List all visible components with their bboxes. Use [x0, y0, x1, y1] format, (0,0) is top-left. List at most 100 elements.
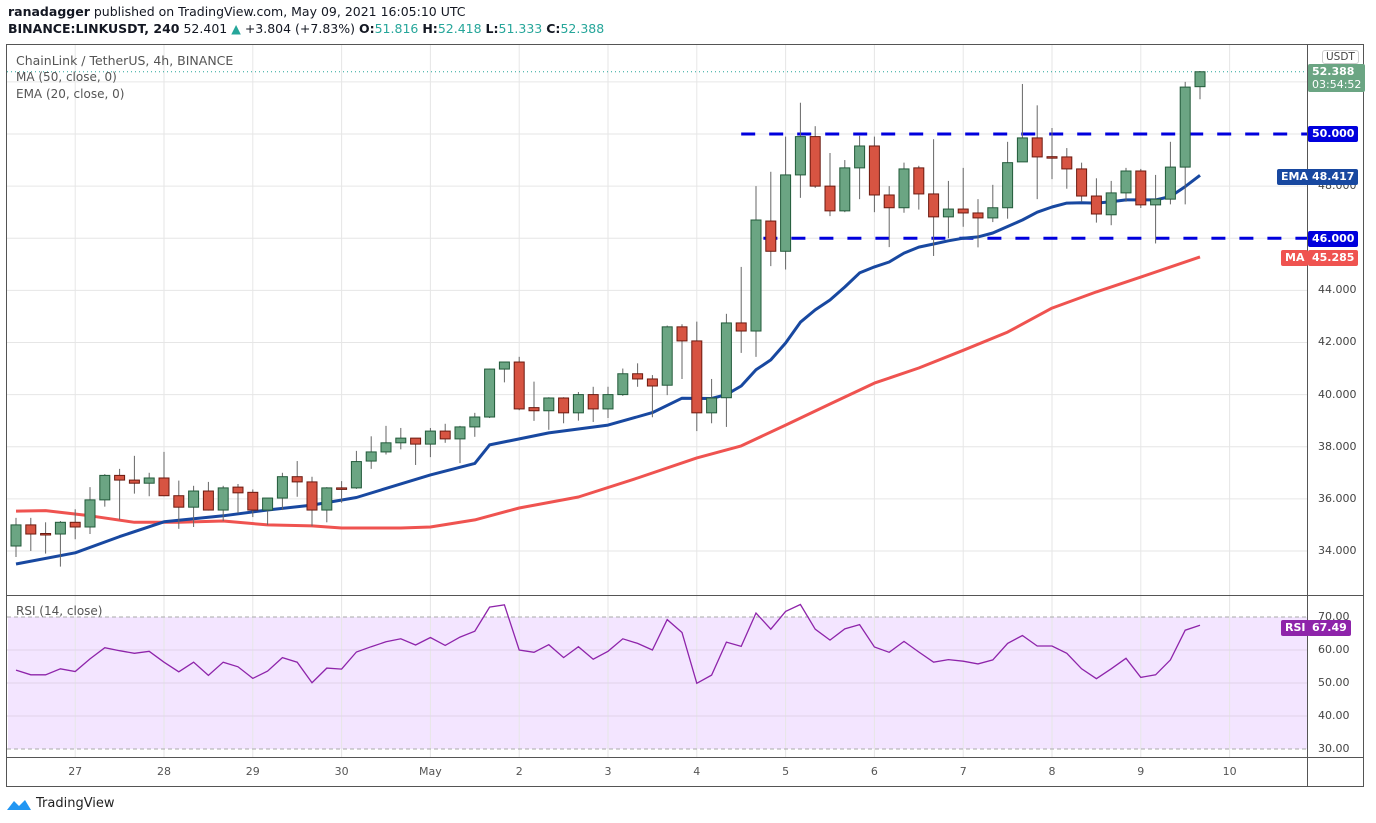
up-arrow-icon: ▲ [231, 21, 241, 36]
candle-down[interactable] [291, 476, 303, 483]
candle-up[interactable] [839, 167, 851, 212]
candle-down[interactable] [158, 477, 170, 497]
ma-legend[interactable]: MA (50, close, 0) [16, 70, 117, 84]
rsi-tick-label: 60.00 [1318, 643, 1350, 656]
candle-down[interactable] [735, 322, 747, 332]
candle-down[interactable] [957, 208, 969, 214]
price-tick-label: 40.000 [1318, 387, 1357, 401]
candle-up[interactable] [543, 397, 555, 412]
candle-down[interactable] [587, 394, 599, 410]
candle-up[interactable] [617, 373, 629, 396]
candle-down[interactable] [928, 193, 940, 218]
candle-down[interactable] [1031, 137, 1043, 158]
candle-up[interactable] [1105, 192, 1117, 216]
candle-down[interactable] [439, 430, 451, 440]
price-change: +3.804 (+7.83%) [244, 21, 355, 36]
candle-down[interactable] [69, 521, 81, 528]
candle-down[interactable] [513, 361, 525, 410]
candle-up[interactable] [794, 136, 806, 176]
candle-down[interactable] [558, 397, 570, 414]
candle-up[interactable] [276, 476, 288, 499]
candle-up[interactable] [498, 361, 510, 370]
candle-up[interactable] [365, 451, 377, 462]
publish-text: published on TradingView.com, May 09, 20… [93, 4, 466, 19]
candle-down[interactable] [646, 378, 658, 387]
candle-down[interactable] [202, 490, 214, 511]
tradingview-logo[interactable]: TradingView [6, 796, 115, 811]
candle-up[interactable] [262, 497, 274, 511]
time-tick-label: 10 [1222, 765, 1237, 778]
candle-down[interactable] [247, 491, 259, 511]
candle-down[interactable] [883, 194, 895, 209]
candle-up[interactable] [854, 145, 866, 169]
candle-up[interactable] [395, 437, 407, 444]
candle-up[interactable] [1150, 198, 1162, 206]
candle-down[interactable] [1046, 156, 1058, 159]
candle-down[interactable] [410, 437, 422, 445]
candle-up[interactable] [942, 208, 954, 218]
candle-up[interactable] [454, 426, 466, 440]
candle-down[interactable] [824, 185, 836, 212]
ema-value-badge: 48.417 [1308, 169, 1359, 185]
ema-legend[interactable]: EMA (20, close, 0) [16, 87, 125, 101]
ema20-line[interactable] [15, 174, 1201, 566]
candle-up[interactable] [84, 499, 96, 528]
candle-down[interactable] [25, 524, 37, 535]
ma-value-badge: 45.285 [1308, 250, 1359, 266]
candle-down[interactable] [765, 220, 777, 252]
candle-up[interactable] [143, 477, 155, 484]
candle-up[interactable] [1194, 71, 1206, 88]
candle-up[interactable] [1179, 86, 1191, 168]
candle-up[interactable] [1120, 170, 1132, 194]
rsi-legend[interactable]: RSI (14, close) [16, 604, 103, 618]
candle-up[interactable] [780, 174, 792, 252]
candle-down[interactable] [809, 136, 821, 187]
candle-up[interactable] [706, 397, 718, 414]
rsi-line[interactable] [15, 603, 1201, 685]
candle-up[interactable] [217, 487, 229, 511]
candle-down[interactable] [1135, 170, 1147, 206]
candle-down[interactable] [676, 326, 688, 342]
candle-up[interactable] [1016, 137, 1028, 163]
candle-down[interactable] [336, 487, 348, 490]
time-tick-label: 8 [1048, 765, 1056, 778]
candle-up[interactable] [750, 219, 762, 332]
currency-label[interactable]: USDT [1322, 50, 1359, 64]
candle-down[interactable] [868, 145, 880, 196]
candle-up[interactable] [350, 461, 362, 489]
candle-up[interactable] [99, 474, 111, 501]
candle-down[interactable] [128, 479, 140, 484]
candle-up[interactable] [188, 490, 200, 508]
candle-down[interactable] [1090, 195, 1102, 215]
candle-down[interactable] [1076, 168, 1088, 197]
candle-down[interactable] [40, 532, 52, 536]
candle-up[interactable] [54, 521, 66, 535]
candle-up[interactable] [720, 322, 732, 399]
candle-up[interactable] [1002, 162, 1014, 209]
candle-down[interactable] [173, 495, 185, 508]
candle-down[interactable] [306, 481, 318, 511]
candle-down[interactable] [913, 167, 925, 195]
candle-up[interactable] [10, 524, 22, 547]
candle-up[interactable] [987, 207, 999, 219]
candle-down[interactable] [114, 474, 126, 481]
candle-up[interactable] [484, 368, 496, 418]
candle-down[interactable] [691, 340, 703, 414]
candle-up[interactable] [1164, 166, 1176, 200]
candle-up[interactable] [424, 430, 436, 445]
symbol-info: BINANCE:LINKUSDT, 240 52.401 ▲ +3.804 (+… [8, 21, 604, 36]
candle-down[interactable] [232, 486, 244, 494]
candle-down[interactable] [1061, 156, 1073, 170]
candle-down[interactable] [528, 407, 540, 412]
candle-up[interactable] [661, 326, 673, 386]
candle-down[interactable] [632, 373, 644, 380]
candle-up[interactable] [321, 487, 333, 511]
candle-up[interactable] [572, 394, 584, 414]
candle-up[interactable] [380, 442, 392, 453]
candle-up[interactable] [898, 168, 910, 209]
candle-down[interactable] [972, 212, 984, 219]
candle-up[interactable] [469, 416, 481, 428]
rsi-tick-label: 30.00 [1318, 742, 1350, 755]
candle-up[interactable] [602, 394, 614, 410]
